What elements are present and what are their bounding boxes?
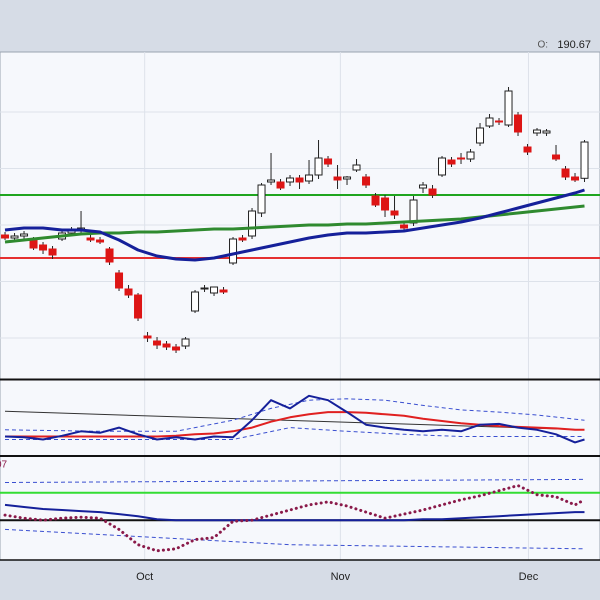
candle-body [29,239,38,249]
series-line [4,478,585,483]
candle-body [143,335,152,339]
candle-body [371,195,380,206]
candle-body [523,146,532,153]
candle-body [333,176,342,181]
candle-body [580,141,589,179]
candle-body [286,177,295,183]
candle-body [352,164,361,171]
open-label: O: [537,40,548,51]
candle-body [210,286,219,294]
candle-body [124,288,133,296]
candle-body [96,239,105,243]
candle-body [153,340,162,346]
marks [0,87,600,553]
candle-body [400,224,409,229]
candle-body [257,184,266,214]
candle-body [267,179,276,183]
candle-body [314,157,323,176]
series-line [4,410,585,431]
candle-body [134,294,143,319]
candle-body [324,158,333,165]
candle-body [438,157,447,176]
candle-body [276,181,285,189]
series-line [4,503,585,522]
series-line [4,394,585,444]
candle-body [504,90,513,126]
candle-body [495,120,504,123]
candle-body [238,237,247,241]
candle-body [105,248,114,263]
candle-body [571,176,580,181]
candle-body [10,235,19,239]
candle-body [1,234,10,239]
candle-body [248,210,257,237]
x-tick-label: Oct [136,571,153,583]
open-value: 190.67 [557,39,591,51]
x-tick-label: Dec [519,571,539,583]
candle-body [514,114,523,133]
candle-body [542,130,551,134]
candle-body [219,289,228,293]
candle-body [457,157,466,160]
candle-body [162,343,171,348]
candle-body [172,346,181,351]
series-line [5,411,585,438]
candle-body [447,159,456,165]
candle-body [191,291,200,312]
candle-body [466,151,475,160]
candle-body [561,168,570,178]
candle-body [552,154,561,160]
candle-body [428,188,437,196]
pane-label: 07 [0,460,8,471]
candle-body [533,129,542,134]
candle-body [229,238,238,264]
candle-body [181,338,190,347]
candle-body [200,287,209,290]
series-line [5,427,585,440]
candle-body [295,177,304,183]
candle-body [485,117,494,127]
candle-body [39,244,48,251]
candle-body [86,237,95,241]
candle-body [381,197,390,211]
candle-body [390,210,399,216]
candle-body [48,248,57,256]
candle-body [343,176,352,180]
top-band [0,0,600,52]
series-line [4,398,585,432]
candle-body [419,184,428,189]
series-line [4,188,585,262]
candle-body [115,272,124,289]
plot-background [0,51,600,561]
x-tick-label: Nov [331,571,351,583]
candle-body [362,176,371,186]
candle-body [20,233,29,237]
candle-body [476,127,485,144]
candle-body [409,199,418,224]
candle-body [305,174,314,182]
